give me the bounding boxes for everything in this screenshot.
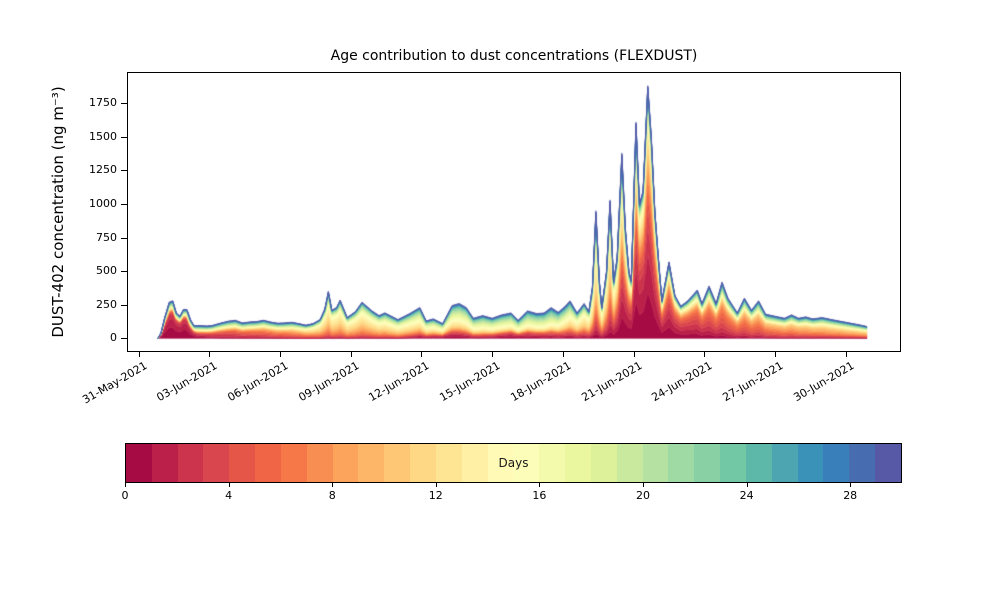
y-tick-mark [121,136,127,138]
colorbar-tick-label: 16 [532,489,547,502]
x-tick-label: 24-Jun-2021 [649,359,715,405]
colorbar-segment [823,444,850,482]
y-tick-mark [121,338,127,340]
colorbar-segment [358,444,385,482]
x-tick-label: 27-Jun-2021 [720,359,786,405]
y-tick-mark [121,203,127,205]
plot-frame [127,72,901,352]
colorbar-tick-label: 24 [739,489,754,502]
colorbar-tick-label: 12 [428,489,443,502]
x-tick-label: 31-May-2021 [79,359,150,407]
y-tick-mark [121,271,127,273]
x-tick-label: 06-Jun-2021 [225,359,291,405]
y-tick-label: 1250 [89,163,117,177]
x-tick-mark [280,352,282,357]
x-tick-mark [421,352,423,357]
colorbar-segment [513,444,540,482]
colorbar-segment [694,444,721,482]
colorbar-segment [797,444,824,482]
y-tick-label: 500 [96,264,117,278]
x-tick-mark [492,352,494,357]
colorbar-segment [590,444,617,482]
colorbar-segment [745,444,772,482]
colorbar-segment [435,444,462,482]
x-tick-label: 15-Jun-2021 [437,359,503,405]
colorbar-tick-mark [125,483,126,487]
colorbar-segment [487,444,514,482]
colorbar-segment [203,444,230,482]
colorbar-segment [126,444,152,482]
colorbar-segment [849,444,876,482]
y-tick-mark [121,170,127,172]
x-tick-label: 03-Jun-2021 [154,359,220,405]
colorbar-tick-label: 8 [328,489,336,502]
colorbar [125,443,902,483]
colorbar-tick-mark [435,483,437,487]
colorbar-tick-mark [850,483,852,487]
colorbar-segment [539,444,566,482]
colorbar-segment [332,444,359,482]
x-tick-label: 18-Jun-2021 [508,359,574,405]
colorbar-tick-label: 4 [225,489,233,502]
colorbar-tick-label: 0 [121,489,129,502]
colorbar-tick-mark [332,483,334,487]
colorbar-segment [565,444,591,482]
y-tick-mark [121,237,127,239]
y-tick-label: 1000 [89,196,117,210]
y-tick-label: 0 [110,331,117,345]
colorbar-segment [384,444,411,482]
y-tick-label: 1750 [89,96,117,110]
x-tick-mark [350,352,352,357]
x-tick-mark [845,352,847,357]
x-tick-mark [209,352,211,357]
colorbar-tick-mark [746,483,748,487]
colorbar-segment [280,444,307,482]
colorbar-segment [875,444,901,482]
y-tick-label: 1500 [89,129,117,143]
x-tick-mark [138,352,140,357]
y-tick-label: 250 [96,297,117,311]
chart-title: Age contribution to dust concentrations … [330,48,698,64]
x-tick-label: 12-Jun-2021 [366,359,432,405]
y-tick-mark [121,304,127,306]
colorbar-segment [771,444,798,482]
x-tick-mark [633,352,635,357]
y-tick-label: 750 [96,230,117,244]
stacked-area-plot [128,73,900,351]
x-tick-mark [562,352,564,357]
colorbar-segment [410,444,436,482]
y-tick-mark [121,103,127,105]
colorbar-segment [461,444,488,482]
colorbar-segment [229,444,256,482]
colorbar-segment [306,444,333,482]
x-tick-mark [704,352,706,357]
colorbar-segment [151,444,178,482]
x-tick-label: 21-Jun-2021 [578,359,645,405]
colorbar-tick-mark [228,483,230,487]
x-tick-mark [775,352,777,357]
colorbar-tick-label: 20 [636,489,650,502]
colorbar-segment [668,444,695,482]
x-tick-label: 30-Jun-2021 [791,359,857,405]
colorbar-segment [255,444,281,482]
colorbar-tick-mark [643,483,644,487]
colorbar-tick-label: 28 [843,489,858,502]
colorbar-tick-mark [539,483,541,487]
colorbar-segment [642,444,669,482]
colorbar-segment [616,444,643,482]
colorbar-segment [177,444,204,482]
x-tick-label: 09-Jun-2021 [296,359,362,405]
colorbar-segment [720,444,746,482]
